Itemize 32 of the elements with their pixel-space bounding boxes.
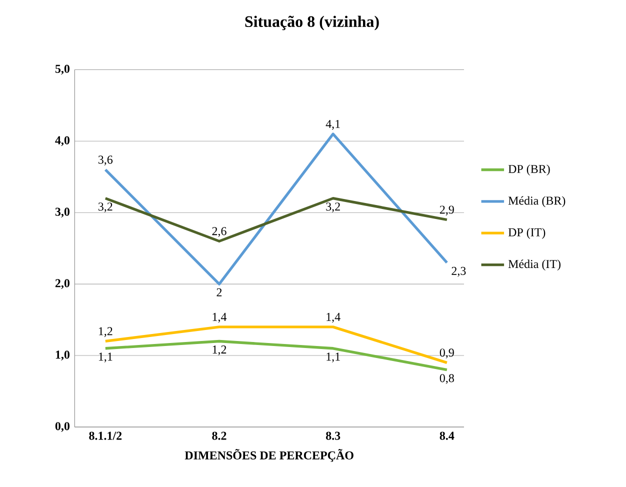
data-label: 1,1 xyxy=(326,352,340,362)
data-label: 0,8 xyxy=(440,374,454,384)
data-label: 1,1 xyxy=(98,352,112,362)
x-axis-title: DIMENSÕES DE PERCEPÇÃO xyxy=(184,449,354,462)
data-label: 1,2 xyxy=(98,327,112,337)
legend-label: DP (BR) xyxy=(508,164,550,176)
y-tick-label: 1,0 xyxy=(56,350,70,360)
y-tick-label: 2,0 xyxy=(55,279,70,289)
x-tick-label: 8.1.1/2 xyxy=(89,432,122,440)
data-label: 1,4 xyxy=(212,312,227,323)
data-label: 3,2 xyxy=(98,202,112,212)
legend-label: DP (IT) xyxy=(508,228,546,239)
y-tick-label: 0,0 xyxy=(55,422,70,432)
data-label: 2,3 xyxy=(452,266,466,277)
y-tick-label: 5,0 xyxy=(55,64,70,75)
data-label: 2 xyxy=(216,288,222,296)
y-tick-label: 3,0 xyxy=(55,208,70,218)
legend-label: Média (BR) xyxy=(508,196,566,208)
y-tick-label: 4,0 xyxy=(55,136,70,146)
data-label: 1,2 xyxy=(212,346,226,356)
data-label: 4,1 xyxy=(326,120,340,130)
x-tick-label: 8.2 xyxy=(212,432,226,440)
x-tick-label: 8.4 xyxy=(440,432,454,440)
data-label: 3,6 xyxy=(98,156,113,166)
chart-title: Situação 8 (vizinha) xyxy=(245,16,379,30)
data-label: 2,6 xyxy=(212,227,226,237)
data-label: 0,9 xyxy=(440,348,454,358)
x-tick-label: 8.3 xyxy=(326,432,340,440)
data-label: 1,4 xyxy=(326,312,340,323)
legend-label: Média (IT) xyxy=(508,260,560,270)
data-label: 3,2 xyxy=(326,202,340,212)
data-label: 2,9 xyxy=(440,206,454,216)
